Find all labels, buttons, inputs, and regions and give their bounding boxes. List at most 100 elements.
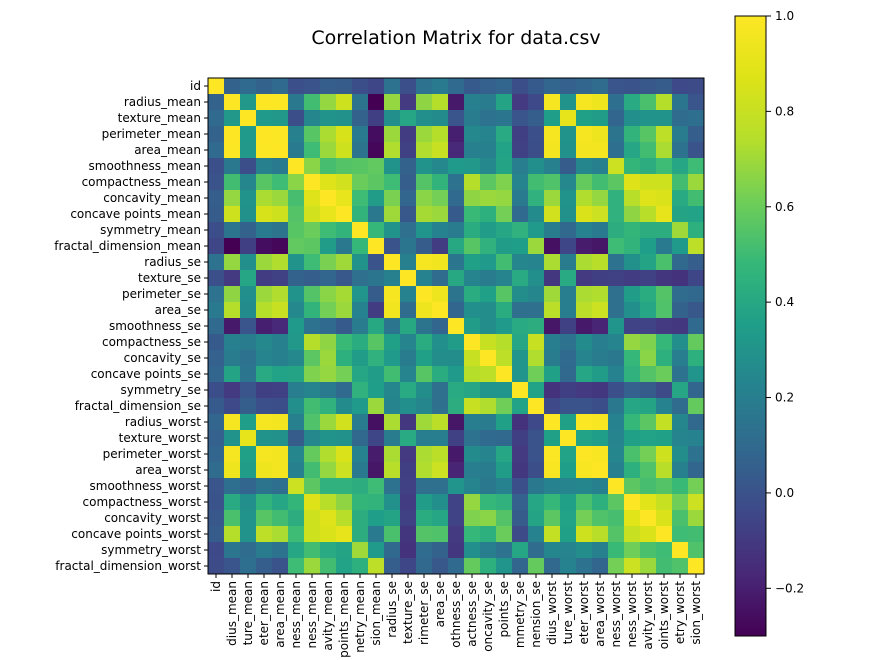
heatmap-cell (496, 526, 513, 543)
heatmap-cell (496, 158, 513, 175)
heatmap-cell (528, 478, 545, 495)
heatmap-cell (224, 126, 241, 143)
heatmap-cell (496, 494, 513, 511)
y-tick-label: radius_se (144, 255, 201, 269)
heatmap-cell (288, 462, 305, 479)
heatmap-cell (656, 174, 673, 191)
heatmap-cell (272, 462, 289, 479)
heatmap-cell (368, 542, 385, 559)
y-tick-label: fractal_dimension_se (75, 399, 201, 413)
heatmap-cell (576, 414, 593, 431)
heatmap-cell (528, 462, 545, 479)
heatmap-cell (288, 94, 305, 111)
heatmap-cell (448, 398, 465, 415)
heatmap-cell (352, 494, 369, 511)
heatmap-cell (224, 366, 241, 383)
heatmap-cell (416, 334, 433, 351)
heatmap-cell (640, 526, 657, 543)
heatmap-cell (560, 350, 577, 367)
heatmap-cell (416, 414, 433, 431)
heatmap-cell (624, 366, 641, 383)
heatmap-cell (288, 542, 305, 559)
y-tick-label: symmetry_worst (101, 543, 201, 557)
heatmap-cell (688, 350, 705, 367)
chart-title: Correlation Matrix for data.csv (311, 27, 600, 49)
heatmap-cell (464, 222, 481, 239)
heatmap-cell (304, 542, 321, 559)
heatmap-cell (368, 494, 385, 511)
heatmap-cell (608, 350, 625, 367)
heatmap-cell (208, 334, 225, 351)
heatmap-cell (400, 366, 417, 383)
heatmap-cell (272, 94, 289, 111)
heatmap-cell (608, 126, 625, 143)
heatmap-cell (656, 94, 673, 111)
heatmap-cell (416, 526, 433, 543)
heatmap-cell (384, 158, 401, 175)
heatmap-cell (448, 286, 465, 303)
x-tick-label: oints_worst (657, 581, 671, 650)
y-tick-label: texture_se (138, 271, 201, 285)
heatmap-cell (512, 94, 529, 111)
x-tick-label: ture_worst (561, 581, 575, 645)
heatmap-cell (304, 494, 321, 511)
heatmap-cell (624, 398, 641, 415)
heatmap-cell (272, 334, 289, 351)
heatmap-cell (256, 446, 273, 463)
heatmap-cell (320, 398, 337, 415)
heatmap-cell (432, 350, 449, 367)
heatmap-cell (256, 222, 273, 239)
heatmap-cell (608, 478, 625, 495)
heatmap-cell (368, 478, 385, 495)
heatmap-cell (688, 446, 705, 463)
heatmap-cell (576, 78, 593, 95)
heatmap-cell (464, 206, 481, 223)
heatmap-cell (384, 430, 401, 447)
heatmap-cell (416, 430, 433, 447)
heatmap-cell (576, 190, 593, 207)
heatmap-cell (528, 414, 545, 431)
heatmap-cell (416, 446, 433, 463)
heatmap-cell (352, 526, 369, 543)
heatmap-cell (352, 414, 369, 431)
heatmap-cell (576, 494, 593, 511)
heatmap-cell (352, 382, 369, 399)
heatmap-cell (224, 526, 241, 543)
heatmap-cell (320, 430, 337, 447)
heatmap-cell (416, 238, 433, 255)
heatmap-cell (208, 478, 225, 495)
heatmap-cell (688, 382, 705, 399)
heatmap-cell (320, 318, 337, 335)
heatmap-cell (512, 542, 529, 559)
heatmap-cell (592, 526, 609, 543)
heatmap-cell (384, 174, 401, 191)
heatmap-cell (256, 510, 273, 527)
heatmap-cell (304, 94, 321, 111)
heatmap-cell (464, 398, 481, 415)
heatmap-cell (560, 94, 577, 111)
heatmap-cell (656, 78, 673, 95)
heatmap-cell (368, 462, 385, 479)
heatmap-cell (352, 286, 369, 303)
heatmap-cell (544, 78, 561, 95)
heatmap-cell (240, 110, 257, 127)
heatmap-cell (480, 398, 497, 415)
heatmap-cell (240, 462, 257, 479)
heatmap-cell (464, 446, 481, 463)
heatmap-cell (448, 206, 465, 223)
heatmap-cell (240, 126, 257, 143)
heatmap-cell (560, 206, 577, 223)
heatmap-cell (368, 206, 385, 223)
heatmap-cell (640, 366, 657, 383)
heatmap-cell (592, 558, 609, 575)
heatmap-cell (272, 190, 289, 207)
heatmap-cell (592, 142, 609, 159)
heatmap-cell (320, 174, 337, 191)
heatmap-cell (480, 78, 497, 95)
heatmap-cell (640, 494, 657, 511)
heatmap-cell (576, 366, 593, 383)
heatmap-cell (352, 222, 369, 239)
heatmap-cell (480, 446, 497, 463)
heatmap-cell (480, 526, 497, 543)
heatmap-cell (352, 110, 369, 127)
